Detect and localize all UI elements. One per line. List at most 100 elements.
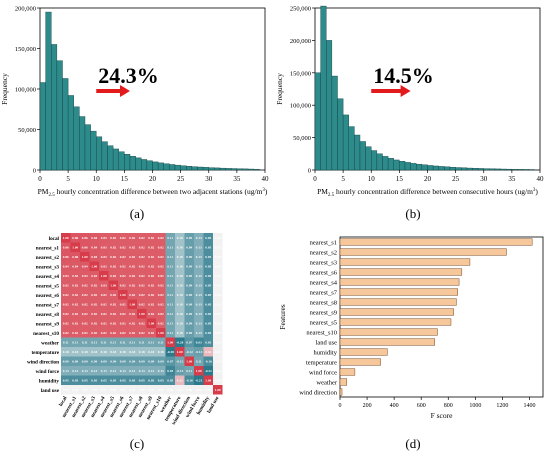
x-axis-label-part: 3 xyxy=(533,188,536,193)
heatmap-cell xyxy=(70,385,80,395)
heatmap-cell-value: 0.09 xyxy=(139,360,145,364)
heatmap-cell-value: 0.86 xyxy=(72,236,78,240)
x-tick-label: 15 xyxy=(121,175,129,183)
heatmap-cell xyxy=(184,252,194,262)
heatmap-cell-value: 0.82 xyxy=(82,303,88,307)
histogram-bar xyxy=(432,165,439,171)
heatmap-cell-value: 0.11 xyxy=(72,341,78,345)
heatmap-cell-value: 0.82 xyxy=(120,303,126,307)
histogram-bar xyxy=(146,160,153,171)
histogram-bar xyxy=(466,167,473,171)
heatmap-cell xyxy=(156,309,166,319)
heatmap-cell xyxy=(61,271,71,281)
heatmap-cell-value: 0.13 xyxy=(196,255,202,259)
heatmap-cell-value: 0.05 xyxy=(205,274,211,278)
feature-bar xyxy=(339,268,463,276)
y-tick-label: 150,000 xyxy=(290,70,311,77)
heatmap-cell-value: 0.05 xyxy=(63,379,69,383)
heatmap-cell-value: 0.09 xyxy=(120,360,126,364)
x-tick-label: 10 xyxy=(368,175,376,183)
heatmap-cell-value: 0.09 xyxy=(186,303,192,307)
heatmap-cell-value: 0.18 xyxy=(158,350,164,354)
heatmap-cell-value: 0.82 xyxy=(63,284,69,288)
bar-chart-d: nearest_s1 nearest_s2 nearest_s3 nearest_s6… xyxy=(278,236,544,420)
heatmap-cell-value: 0.82 xyxy=(129,322,135,326)
heatmap-cell-value: 0.82 xyxy=(129,255,135,259)
heatmap-cell-value: 0.82 xyxy=(139,246,145,250)
heatmap-cell xyxy=(70,299,80,309)
heatmap-cell xyxy=(194,309,204,319)
heatmap-cell-value: 0.11 xyxy=(139,341,145,345)
heatmap-cell-value: 0.82 xyxy=(120,236,126,240)
heatmap-cell xyxy=(70,252,80,262)
heatmap-cell xyxy=(194,280,204,290)
heatmap-cell-value: 0.05 xyxy=(205,236,211,240)
x-tick-label: 25 xyxy=(177,175,185,183)
heatmap-cell xyxy=(175,337,185,347)
heatmap-cell xyxy=(61,385,71,395)
histogram-bar xyxy=(163,163,170,171)
row-label: nearest_s10 xyxy=(33,331,59,337)
heatmap-cell xyxy=(70,261,80,271)
heatmap-cell xyxy=(203,318,213,328)
x-tick-label: 0 xyxy=(38,175,42,183)
heatmap-cell xyxy=(61,252,71,262)
x-tick-label: 5 xyxy=(341,175,345,183)
heatmap-cell xyxy=(127,280,137,290)
heatmap-cell xyxy=(146,299,156,309)
heatmap-cell xyxy=(89,328,99,338)
heatmap-cell-value: 0.82 xyxy=(148,293,154,297)
heatmap-cell xyxy=(165,261,175,271)
heatmap-cell xyxy=(108,385,118,395)
heatmap-cell-value: 0.82 xyxy=(63,322,69,326)
heatmap-cell-value: -0.28 xyxy=(176,341,183,345)
heatmap-cell xyxy=(175,252,185,262)
heatmap-cell xyxy=(89,242,99,252)
row-label: nearest_s2 xyxy=(36,255,60,261)
y-tick-label: 250,000 xyxy=(290,6,311,13)
histogram-b: 0 5 10 15 20 25 30 35 40 0 50,000 100,000 150,000 200… xyxy=(275,5,544,199)
histogram-bar xyxy=(197,166,204,171)
heatmap-cell-value: 0.82 xyxy=(63,303,69,307)
heatmap-cell xyxy=(99,261,109,271)
heatmap-cell xyxy=(118,309,128,319)
heatmap-cell-value: 0.11 xyxy=(196,360,202,364)
x-tick-label: 30 xyxy=(480,175,488,183)
x-tick-label: 800 xyxy=(444,403,453,409)
heatmap-cell-value: 0.11 xyxy=(167,284,173,288)
y-tick-label: 50,000 xyxy=(18,127,36,134)
heatmap-cell xyxy=(61,299,71,309)
heatmap-cell-value: 0.82 xyxy=(129,274,135,278)
heatmap-cell xyxy=(80,233,90,243)
heatmap-cell xyxy=(184,309,194,319)
heatmap-cell xyxy=(99,366,109,376)
heatmap-cell-value: 0.82 xyxy=(120,331,126,335)
heatmap-cell-value: 0.82 xyxy=(91,312,97,316)
heatmap-cell-value: 0.82 xyxy=(148,246,154,250)
heatmap-cell xyxy=(80,309,90,319)
heatmap-cell-value: 0.82 xyxy=(110,303,116,307)
heatmap-cell-value: 0.82 xyxy=(139,265,145,269)
heatmap-cell xyxy=(137,356,147,366)
heatmap-cell-value: 0.00 xyxy=(139,388,145,392)
heatmap-cell-value: 0.82 xyxy=(158,303,164,307)
heatmap-cell-value: 0.84 xyxy=(72,265,78,269)
heatmap-cell-value: 0.09 xyxy=(129,360,135,364)
y-axis-label: Features xyxy=(278,304,287,329)
heatmap-cell-value: 0.00 xyxy=(120,388,126,392)
histogram-bar xyxy=(169,164,176,171)
heatmap-cell-value: 0.82 xyxy=(129,246,135,250)
histogram-bar xyxy=(416,163,423,171)
heatmap-cell xyxy=(156,375,166,385)
heatmap-cell xyxy=(146,328,156,338)
histogram-bar xyxy=(320,5,327,171)
heatmap-cell-value: 0.13 xyxy=(196,274,202,278)
heatmap-cell-value: 0.82 xyxy=(148,284,154,288)
heatmap-cell-value: 0.32 xyxy=(205,350,211,354)
heatmap-cell xyxy=(137,309,147,319)
heatmap-cell xyxy=(165,252,175,262)
feature-bar xyxy=(339,288,458,296)
heatmap-cell xyxy=(127,318,137,328)
x-axis-label-part: PM xyxy=(38,187,49,196)
heatmap-cell-value: 0.13 xyxy=(196,284,202,288)
